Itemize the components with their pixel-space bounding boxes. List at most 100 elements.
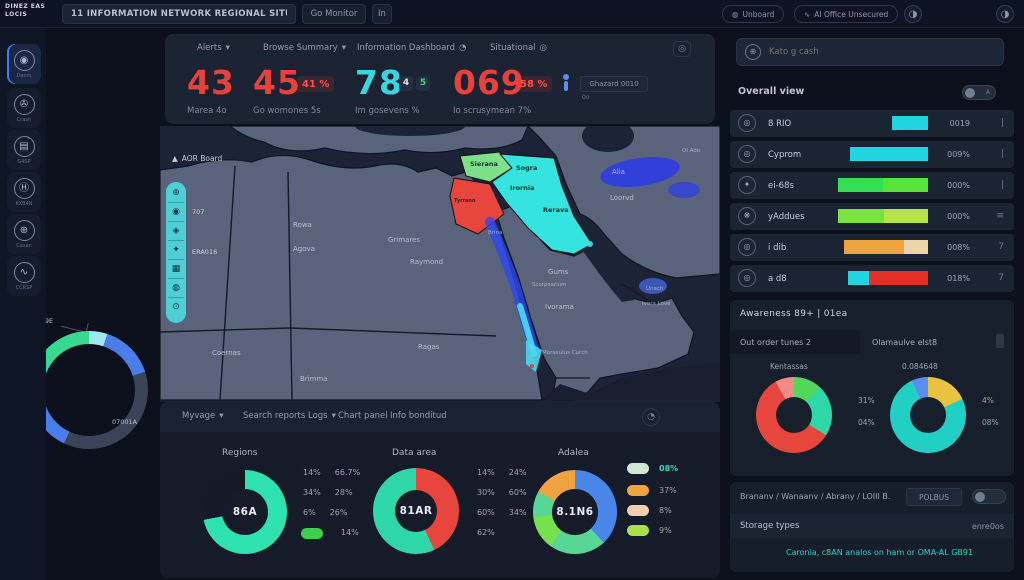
tab-situational[interactable]: Situational ◎ [490, 43, 547, 53]
stat-label-1: Marea 4o [187, 106, 227, 116]
tab-search-reports-logs[interactable]: Search reports Logs ▾ [243, 411, 336, 421]
map-corner-label: ▲ AOR Board [172, 154, 223, 163]
region-search-box[interactable]: ⊕ [736, 38, 1004, 66]
map-tool-button[interactable]: ◍ [168, 279, 184, 298]
map-region-turkey[interactable] [228, 125, 529, 155]
app-logo: DINEZ EAS LOCIS [5, 3, 46, 19]
metric-row-idib[interactable]: ◎ i dib 008% 7 [730, 234, 1014, 261]
legend-value: 62% [477, 528, 495, 537]
map-tool-button[interactable]: ▦ [168, 260, 184, 279]
aware-side-value: 04% [858, 418, 875, 427]
tab-info-bonditud[interactable]: Info bonditud [390, 411, 447, 421]
refresh-icon[interactable]: ◔ [642, 408, 660, 426]
map-tool-button[interactable]: ◉ [168, 203, 184, 222]
map-label: Sogra [516, 164, 537, 172]
hazard-ghost-box[interactable]: Ghazard 0010 [580, 76, 648, 92]
tab-chart-panel[interactable]: Chart panel [338, 411, 388, 421]
legend-row: 6% 26% [303, 508, 348, 517]
region-map[interactable]: Rowa Agova Grimares Raymond Sierana Sogr… [159, 116, 721, 402]
list-icon: ▤ [13, 135, 35, 157]
legend-value: 8% [659, 506, 672, 515]
map-tool-button[interactable]: ✦ [168, 241, 184, 260]
ring-icon: ◎ [738, 269, 756, 287]
donut-center-value: 86A [222, 489, 268, 535]
tab-information-dashboard[interactable]: Information Dashboard ◔ [357, 43, 467, 53]
map-region-africa[interactable] [159, 154, 543, 401]
sidebar-item-ccrsp[interactable]: ∿ CCRSP [7, 256, 41, 296]
row-indicator[interactable]: | [1000, 118, 1004, 128]
footer-toggle[interactable] [972, 489, 1006, 504]
reel-icon: ✇ [13, 93, 35, 115]
h-badge-icon: Ⓗ [13, 177, 35, 199]
theme-toggle-icon[interactable]: ◑ [904, 5, 922, 23]
metric-row-8rio[interactable]: ◎ 8 RIO 0019 | [730, 110, 1014, 137]
legend-value: 14% [341, 528, 359, 537]
sidebar-item-g4sp[interactable]: ▤ G4SP [7, 130, 41, 170]
map-region-arabia[interactable] [495, 205, 695, 401]
sidebar-item-kxb4n[interactable]: Ⓗ KXB4N [7, 172, 41, 212]
tab-browse-summary[interactable]: Browse Summary ▾ [263, 43, 347, 53]
map-tool-button[interactable]: ⊕ [168, 184, 184, 203]
sidebar-item-crash[interactable]: ✇ Crash [7, 88, 41, 128]
in-button[interactable]: In [372, 4, 392, 24]
storage-types-row[interactable]: Storage types enre0os [730, 514, 1014, 538]
bottom-analytics-card: Myvage ▾ Search reports Logs ▾ Chart pan… [160, 402, 720, 578]
metric-row-ei68s[interactable]: ✦ ei-68s 000% | [730, 172, 1014, 199]
ring-annotation-b: 07001A [112, 418, 138, 426]
metric-row-cyprom[interactable]: ◎ Cyprom 009% | [730, 141, 1014, 168]
awareness-card: Awareness 89+ | 01ea Out order tunes 2 O… [730, 300, 1014, 476]
signal-icon: ∿ [13, 261, 35, 283]
mountain-icon: ▲ [172, 154, 178, 163]
map-label: Coernas [212, 349, 241, 357]
legend-pill [627, 525, 649, 536]
metric-bar [836, 116, 928, 130]
row-indicator[interactable]: 7 [998, 273, 1004, 283]
map-label: Grimares [388, 236, 420, 244]
awareness-tab-icon[interactable] [996, 334, 1004, 348]
awareness-tab-active[interactable]: Out order tunes 2 [730, 330, 860, 354]
legend-pill [627, 485, 649, 496]
overall-view-title: Overall view [738, 86, 805, 97]
metric-row-yaddues[interactable]: ❋ yAddues 000% ≡ [730, 203, 1014, 230]
donut-chart-adalea: 8.1N6 [533, 470, 617, 554]
breadcrumb[interactable]: Brananv / Wanaanv / Abrany / LOIII B. [740, 492, 891, 501]
polbus-button[interactable]: POLBUS [906, 488, 962, 506]
dashboard-icon: ◉ [13, 49, 35, 71]
overall-view-toggle[interactable]: A [962, 85, 996, 100]
go-monitor-button[interactable]: Go Monitor [302, 4, 366, 24]
donut-center-value: 8.1N6 [552, 489, 598, 535]
map-tool-button[interactable]: ◈ [168, 222, 184, 241]
sidebar-item-dacro[interactable]: ◉ Dacro [7, 44, 41, 84]
global-search-input[interactable] [62, 4, 296, 24]
map-region-iraq-highlight[interactable] [491, 153, 593, 255]
tab-myvage[interactable]: Myvage ▾ [182, 411, 224, 421]
map-region-iran-blue-patch[interactable] [598, 153, 681, 192]
tab-alerts[interactable]: Alerts ▾ [197, 43, 230, 53]
donut-section-title-3: Adalea [558, 448, 589, 458]
metric-row-ad8[interactable]: ◎ a d8 018% 7 [730, 265, 1014, 292]
unboard-button[interactable]: ◍ Unboard [722, 5, 785, 23]
legend-pill [301, 528, 323, 539]
stats-settings-icon[interactable]: ◎ [673, 41, 691, 57]
row-indicator[interactable]: | [1000, 180, 1004, 190]
map-region-syria-highlight[interactable] [459, 151, 513, 183]
ring-icon: ◎ [738, 114, 756, 132]
metric-bar [836, 147, 928, 161]
row-indicator[interactable]: 7 [998, 242, 1004, 252]
row-indicator[interactable]: | [1000, 149, 1004, 159]
row-indicator[interactable]: ≡ [996, 211, 1004, 221]
wave-icon: ∿ [804, 9, 811, 19]
hazard-ghost-sub: 0o [582, 94, 590, 101]
region-search-input[interactable] [769, 47, 969, 57]
caret-down-icon: ▾ [219, 411, 224, 421]
ai-office-button[interactable]: ∿ AI Office Unsecured [794, 5, 899, 23]
map-label: Tyrrann [454, 198, 476, 204]
ring-icon: ◎ [539, 43, 547, 53]
map-label: Rerava [543, 206, 569, 214]
sidebar-item-casan[interactable]: ⊕ Casan [7, 214, 41, 254]
map-tool-button[interactable]: ⊙ [172, 302, 180, 312]
aware-donut-title-2: 0.084648 [902, 362, 938, 371]
map-canvas: Rowa Agova Grimares Raymond Sierana Sogr… [159, 116, 721, 402]
profile-icon[interactable]: ◑ [996, 5, 1014, 23]
awareness-tab-inactive[interactable]: Olamaulve elst8 [872, 337, 938, 347]
